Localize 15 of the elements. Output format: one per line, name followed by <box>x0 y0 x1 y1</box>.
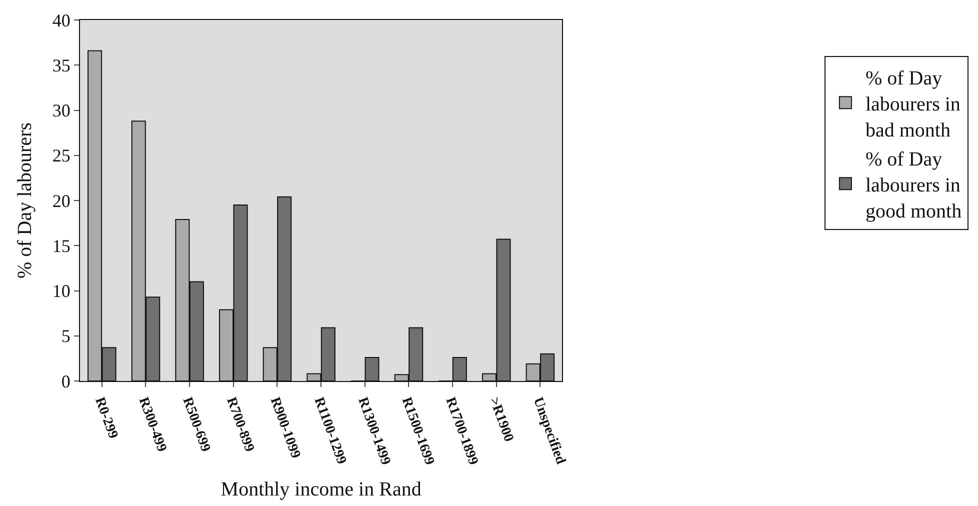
y-tick-label: 10 <box>52 281 70 302</box>
y-tick-label: 20 <box>52 190 70 211</box>
legend-label: % of Day labourers in bad month <box>865 67 960 142</box>
y-tick-label: 30 <box>52 100 70 121</box>
y-axis-title: % of Day labourers <box>14 122 36 279</box>
y-tick-label: 15 <box>52 236 70 256</box>
x-tick-label: R0-299 <box>92 395 120 441</box>
y-tick-label: 40 <box>52 10 70 30</box>
y-tick-label: 0 <box>61 371 70 392</box>
y-tick-label: 5 <box>61 326 70 346</box>
y-tick-label: 25 <box>52 146 70 166</box>
y-tick-label: 35 <box>52 55 70 76</box>
x-axis-title: Monthly income in Rand <box>220 478 422 501</box>
legend-label: % of Day labourers in good month <box>865 148 962 222</box>
x-tick-label: >R1900 <box>486 395 516 444</box>
